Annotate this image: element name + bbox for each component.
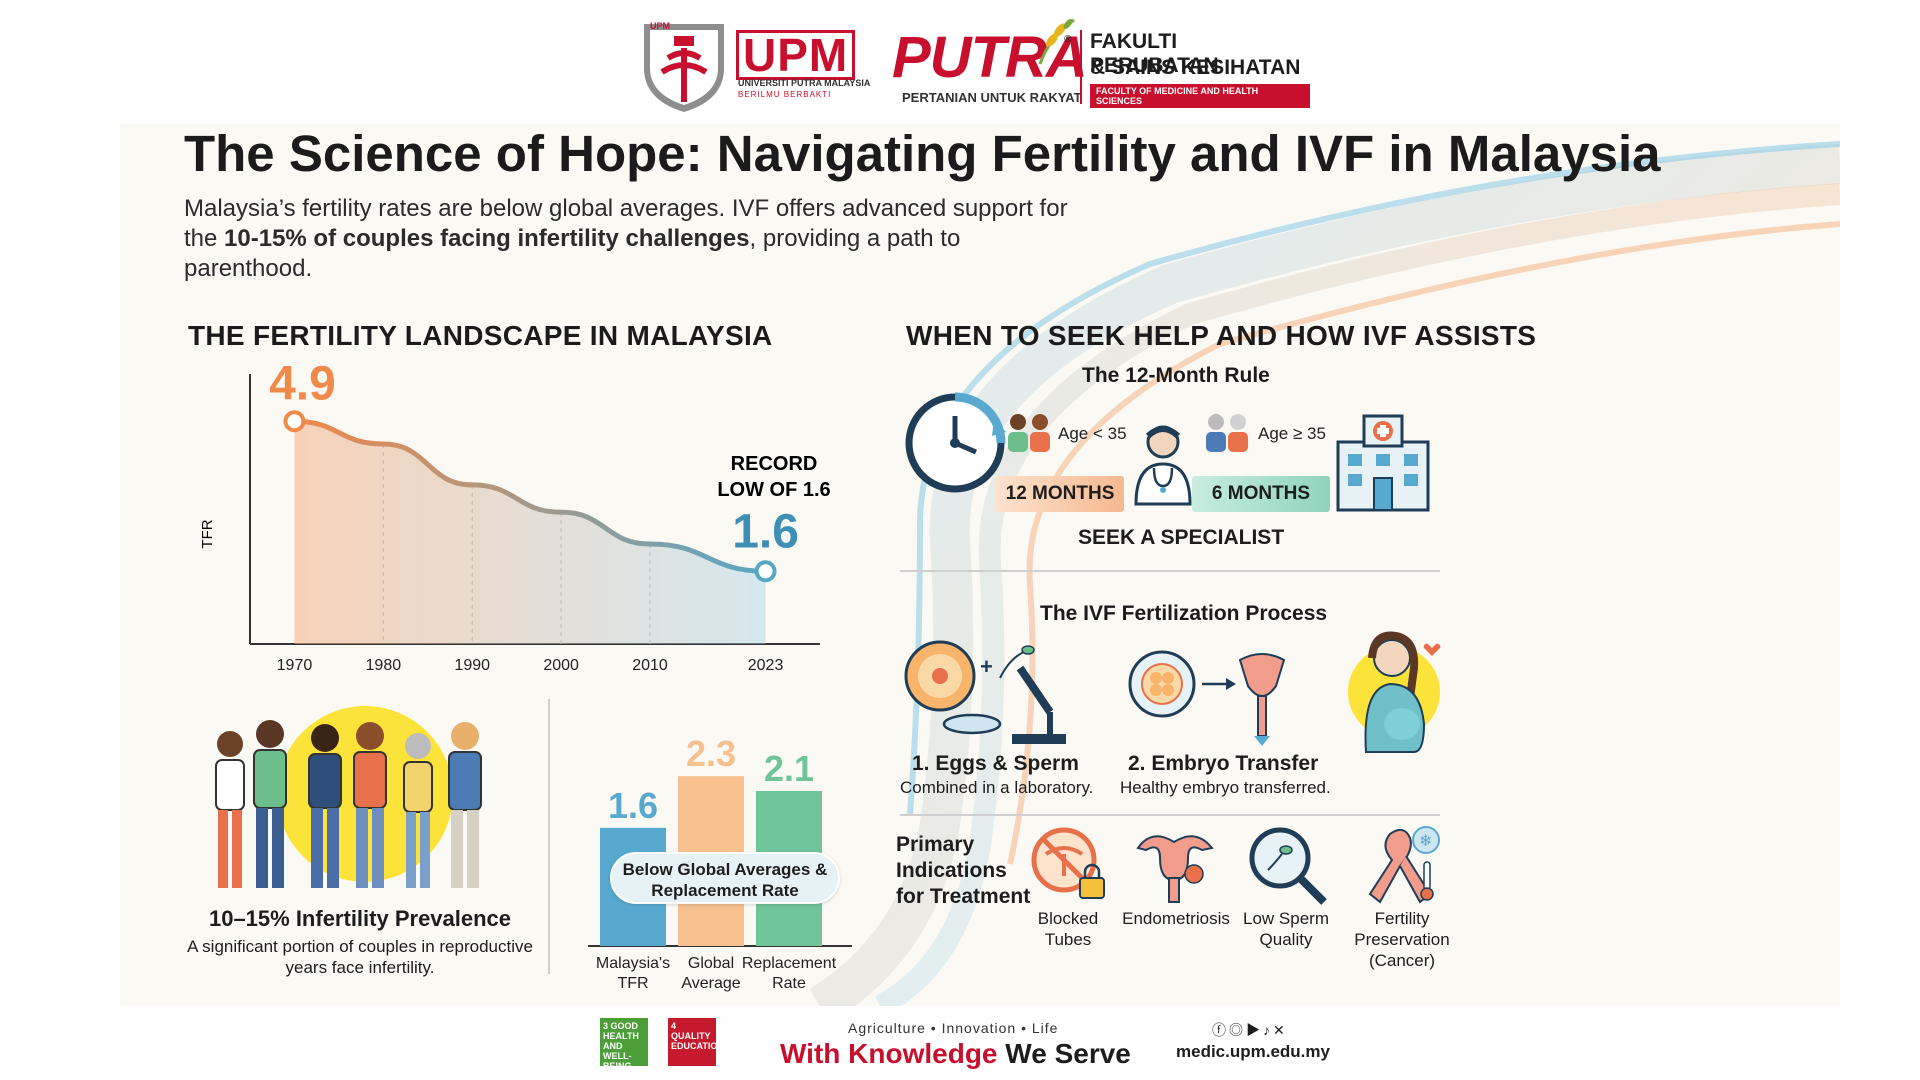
upm-motto: BERILMU BERBAKTI (738, 90, 832, 99)
people-illustration (215, 706, 482, 888)
twelve-months-box: 12 MONTHS (996, 476, 1124, 512)
value-label-1970: 4.9 (269, 357, 336, 410)
faculty-name-en: FACULTY OF MEDICINE AND HEALTH SCIENCES (1090, 84, 1310, 108)
ivf-process-title: The IVF Fertilization Process (1040, 602, 1328, 625)
social-icons: ⓕ◎▶♪✕ (1212, 1020, 1288, 1040)
tiktok-icon[interactable]: ♪ (1263, 1022, 1273, 1038)
clock-icon (905, 392, 1006, 493)
blocked-tubes-icon (1031, 827, 1105, 899)
x-tick-label: 1970 (277, 657, 313, 674)
uterus-icon (1136, 835, 1214, 903)
below-average-pill: Below Global Averages & Replacement Rate (610, 852, 840, 904)
x-tick-label: 1980 (366, 657, 402, 674)
infographic-panel: The Science of Hope: Navigating Fertilit… (120, 124, 1840, 1006)
right-divider-2 (900, 814, 1440, 816)
bar-category-label: Rate (772, 975, 806, 992)
person-2 (253, 720, 287, 888)
indication-blocked-tubes: Blocked Tubes (1037, 909, 1099, 949)
person-3 (308, 724, 342, 888)
footer: 3 GOOD HEALTH AND WELL-BEING 4 QUALITY E… (0, 1010, 1920, 1080)
person-1 (215, 731, 245, 888)
svg-text:UPM: UPM (650, 21, 670, 31)
x-tick-label: 1990 (454, 657, 490, 674)
age-35-plus-label: Age ≥ 35 (1258, 424, 1326, 443)
faculty-name-line1: FAKULTI PERUBATAN (1090, 30, 1219, 77)
x-icon[interactable]: ✕ (1273, 1022, 1288, 1038)
seek-specialist-label: SEEK A SPECIALIST (1078, 526, 1285, 549)
bar-category-label: Replacement (742, 955, 837, 972)
young-couple-icon (1008, 414, 1050, 452)
upm-wordmark: UPM (736, 28, 856, 82)
indication-fertility-preservation: Fertility Preservation (Cancer) (1354, 909, 1450, 970)
indications-label: Primary Indications for Treatment (896, 833, 1031, 908)
bar-category-label: TFR (617, 975, 648, 992)
hospital-icon (1336, 414, 1430, 512)
pregnant-woman-icon (1348, 631, 1441, 753)
bar-value-label: 1.6 (608, 785, 658, 826)
registered-mark: ® (1064, 34, 1072, 45)
wheat-icon (1038, 18, 1075, 65)
faculty-name-line2: & SAINS KESIHATAN (1090, 56, 1301, 79)
sdg-3-badge: 3 GOOD HEALTH AND WELL-BEING (600, 1018, 648, 1071)
prevalence-description: A significant portion of couples in repr… (187, 937, 533, 977)
point-2023 (754, 560, 777, 583)
facebook-icon[interactable]: ⓕ (1212, 1022, 1229, 1038)
magnifier-sperm-icon (1249, 827, 1327, 905)
x-tick-label: 2000 (543, 657, 579, 674)
twelve-month-rule-title: The 12-Month Rule (1082, 364, 1270, 387)
tfr-line-chart: 4.9 1.6 1970 1980 1990 2000 2010 2023 TFR RECOR… (199, 357, 831, 674)
tfr-area (294, 421, 766, 644)
bar-category-label: Global (688, 955, 734, 972)
putra-subtitle: PERTANIAN UNTUK RAKYAT (902, 90, 1082, 105)
age-under-35-label: Age < 35 (1058, 424, 1127, 443)
svg-text:+: + (980, 654, 993, 679)
website-link[interactable]: medic.upm.edu.my (1176, 1042, 1330, 1061)
tagline-small: Agriculture • Innovation • Life (848, 1020, 1059, 1036)
step-1-title: 1. Eggs & Sperm (912, 752, 1079, 775)
sdg-4-badge: 4 QUALITY EDUCATION (668, 1018, 724, 1066)
point-1970 (283, 410, 306, 433)
bar-value-label: 2.3 (686, 733, 736, 774)
intro-text: Malaysia’s fertility rates are below glo… (184, 195, 1068, 282)
header-divider (1080, 30, 1082, 104)
person-6 (448, 722, 482, 888)
older-couple-icon (1206, 414, 1248, 452)
y-axis-label: TFR (199, 519, 216, 548)
bar-value-label: 2.1 (764, 748, 814, 789)
cancer-ribbon-icon: ❄ (1368, 826, 1440, 904)
prevalence-title: 10–15% Infertility Prevalence (208, 906, 512, 931)
tagline: With Knowledge We Serve (780, 1038, 1131, 1069)
doctor-icon (1134, 425, 1192, 506)
upm-subtitle: UNIVERSITI PUTRA MALAYSIA (738, 78, 871, 88)
record-low-label-2: LOW OF 1.6 (717, 479, 830, 501)
eggs-sperm-microscope-icon: + (904, 640, 1066, 744)
left-divider (548, 699, 550, 974)
record-low-label-1: RECORD (731, 453, 818, 475)
indication-low-sperm-quality: Low Sperm Quality (1243, 909, 1329, 949)
page-title: The Science of Hope: Navigating Fertilit… (184, 125, 1661, 182)
six-months-box: 6 MONTHS (1192, 476, 1330, 512)
bar-category-label: Average (681, 975, 740, 992)
right-section-heading: WHEN TO SEEK HELP AND HOW IVF ASSISTS (906, 320, 1537, 351)
x-tick-label: 2010 (632, 657, 668, 674)
x-tick-label: 2023 (748, 657, 784, 674)
right-divider-1 (900, 570, 1440, 572)
youtube-icon[interactable]: ▶ (1246, 1022, 1263, 1038)
step-2-title: 2. Embryo Transfer (1128, 752, 1319, 775)
person-4 (353, 722, 387, 888)
indication-endometriosis: Endometriosis (1122, 909, 1230, 928)
step-2-description: Healthy embryo transferred. (1120, 778, 1331, 797)
bar-category-label: Malaysia's (596, 955, 670, 972)
header-logos: UPM UPM UNIVERSITI PUTRA MALAYSIA BERILM… (630, 14, 1310, 114)
value-label-2023: 1.6 (732, 505, 799, 558)
person-5 (403, 733, 433, 888)
instagram-icon[interactable]: ◎ (1229, 1022, 1246, 1038)
upm-shield-icon: UPM (644, 21, 724, 112)
tfr-line (294, 418, 766, 574)
step-1-description: Combined in a laboratory. (900, 778, 1094, 797)
embryo-uterus-icon (1128, 650, 1286, 746)
svg-text:❄: ❄ (1419, 831, 1432, 850)
left-section-heading: THE FERTILITY LANDSCAPE IN MALAYSIA (188, 320, 773, 351)
